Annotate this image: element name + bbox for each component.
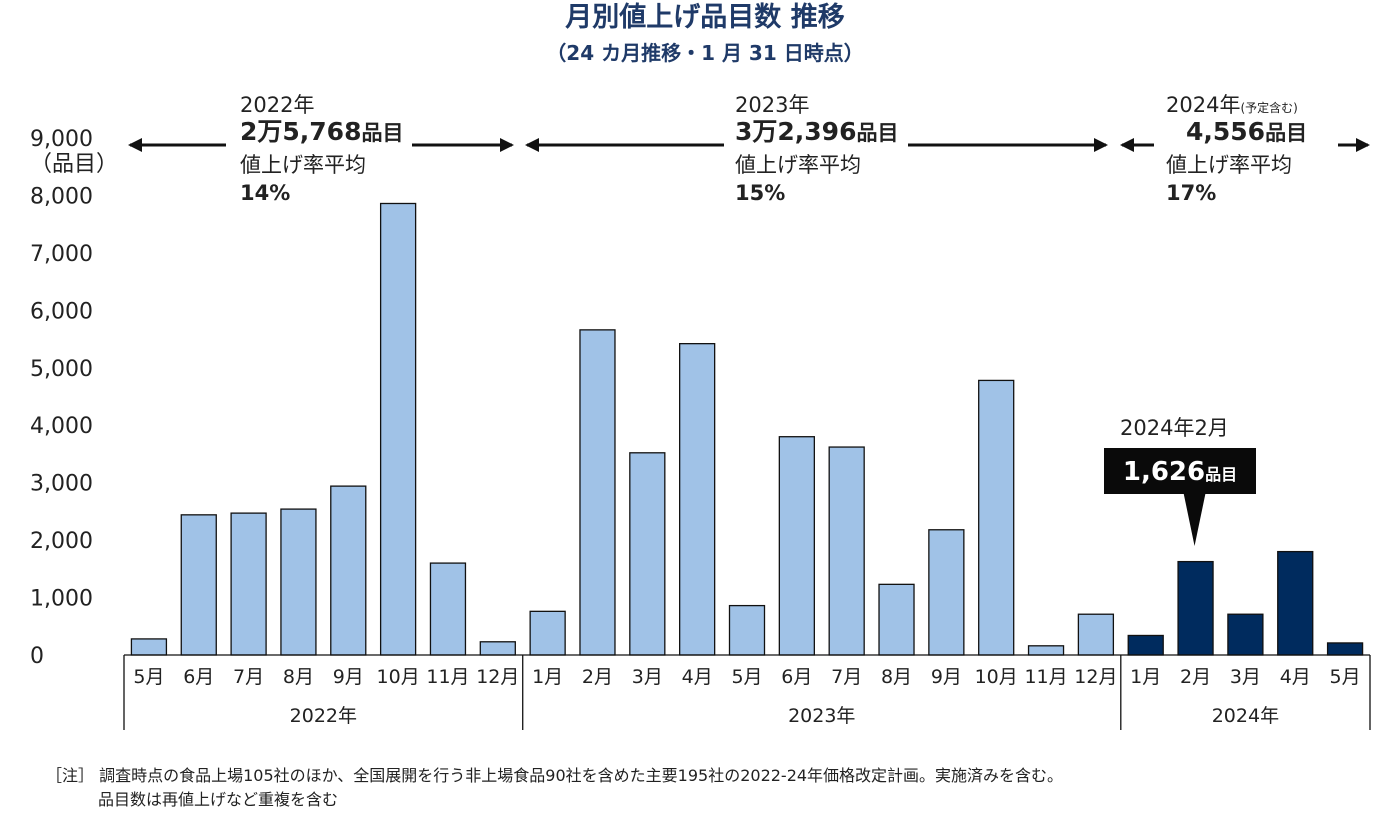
arrow-head-left (1120, 138, 1134, 152)
callout-box (1104, 448, 1256, 494)
bar-forecast (1227, 613, 1264, 656)
summary-rate: 14% (240, 181, 290, 205)
bar (629, 452, 666, 656)
x-year-label: 2024年 (1212, 705, 1279, 727)
x-tick-label: 7月 (831, 666, 862, 688)
summary-year: 2022年 (240, 93, 314, 117)
callout-pointer (1183, 493, 1206, 546)
y-tick-label: 5,000 (30, 357, 93, 382)
x-tick-label: 5月 (1330, 666, 1361, 688)
y-tick-label: 7,000 (30, 242, 93, 267)
y-tick-label: 6,000 (30, 299, 93, 324)
x-tick-label: 3月 (632, 666, 663, 688)
y-tick-label: 9,000 (30, 127, 93, 152)
bar (1077, 613, 1115, 656)
chart-title: 月別値上げ品目数 推移 (564, 2, 844, 33)
bar (230, 512, 267, 656)
bar (429, 562, 467, 656)
bars (130, 202, 1364, 656)
summary-rate-label: 値上げ率平均 (1166, 153, 1292, 177)
x-tick-label: 9月 (333, 666, 364, 688)
callout: 2024年2月 1,626品目 (1104, 416, 1256, 546)
x-tick-label: 11月 (1024, 666, 1067, 688)
arrow-head-right (500, 138, 514, 152)
summary-total: 2万5,768品目 (240, 117, 403, 146)
summary-year: 2024年(予定含む) (1166, 93, 1298, 117)
y-tick-label: 0 (30, 644, 44, 669)
arrow-head-left (525, 138, 539, 152)
y-tick-label: 4,000 (30, 414, 93, 439)
bar (579, 329, 616, 656)
bar (479, 641, 516, 656)
note-line-1: ［注］ 調査時点の食品上場105社のほか、全国展開を行う非上場食品90社を含めた… (46, 766, 1064, 785)
x-tick-label: 4月 (682, 666, 713, 688)
y-axis-ticks: 0 1,000 2,000 3,000 4,000 5,000 6,000 7,000 8,00… (30, 127, 93, 669)
summary-total: 3万2,396品目 (735, 117, 898, 146)
bar (180, 514, 217, 656)
x-tick-label: 4月 (1280, 666, 1311, 688)
bar (978, 379, 1015, 656)
note-line-2: 品目数は再値上げなど重複を含む (98, 790, 339, 809)
x-tick-label: 5月 (133, 666, 164, 688)
bar (280, 508, 317, 656)
bar-forecast (1277, 550, 1314, 656)
x-axis: 5月 6月 7月 8月 9月 10月 11月 12月 1月 2月 3月 4月 5月 6月 7月 8月 9月 10月… (123, 654, 1371, 730)
summary-rate: 17% (1166, 181, 1216, 205)
x-tick-label: 8月 (283, 666, 314, 688)
callout-value: 1,626品目 (1123, 457, 1237, 487)
x-tick-label: 5月 (731, 666, 762, 688)
bar (529, 610, 566, 656)
arrow-head-left (128, 138, 142, 152)
x-tick-label: 10月 (975, 666, 1018, 688)
bar-forecast (1177, 560, 1214, 656)
arrow-head-right (1094, 138, 1108, 152)
summary-rate-label: 値上げ率平均 (735, 153, 861, 177)
x-tick-label: 6月 (183, 666, 214, 688)
arrow-head-right (1356, 138, 1370, 152)
bar (878, 583, 915, 656)
y-axis-label: （品目） (30, 152, 118, 177)
x-tick-label: 10月 (377, 666, 420, 688)
x-tick-label: 1月 (1130, 666, 1161, 688)
bar (778, 436, 815, 656)
bar (330, 485, 367, 656)
summary-rate: 15% (735, 181, 785, 205)
bar (379, 202, 417, 656)
bar (130, 638, 168, 656)
bar (1027, 645, 1065, 656)
x-tick-label: 12月 (1074, 666, 1117, 688)
y-tick-label: 3,000 (30, 472, 93, 497)
bar (728, 604, 766, 656)
x-tick-label: 2月 (582, 666, 613, 688)
x-tick-label: 8月 (881, 666, 912, 688)
y-tick-label: 1,000 (30, 587, 93, 612)
summary-total: 4,556品目 (1186, 117, 1307, 146)
x-tick-label: 2月 (1180, 666, 1211, 688)
callout-label: 2024年2月 (1120, 416, 1229, 440)
x-tick-label: 11月 (426, 666, 469, 688)
x-year-label: 2023年 (788, 705, 855, 727)
bar (679, 343, 716, 656)
summary-rate-label: 値上げ率平均 (240, 153, 366, 177)
bar (828, 446, 865, 656)
x-tick-label: 12月 (476, 666, 519, 688)
bar-forecast (1127, 634, 1164, 656)
x-tick-label: 6月 (781, 666, 812, 688)
chart-subtitle: （24 カ月推移・1 月 31 日時点） (546, 41, 863, 65)
bar-forecast (1326, 642, 1364, 656)
summary-year: 2023年 (735, 93, 809, 117)
bar (928, 529, 965, 656)
y-tick-label: 8,000 (30, 184, 93, 209)
y-tick-label: 2,000 (30, 529, 93, 554)
x-tick-label: 7月 (233, 666, 264, 688)
x-tick-label: 9月 (931, 666, 962, 688)
x-tick-label: 3月 (1230, 666, 1261, 688)
x-tick-label: 1月 (532, 666, 563, 688)
x-year-label: 2022年 (290, 705, 357, 727)
